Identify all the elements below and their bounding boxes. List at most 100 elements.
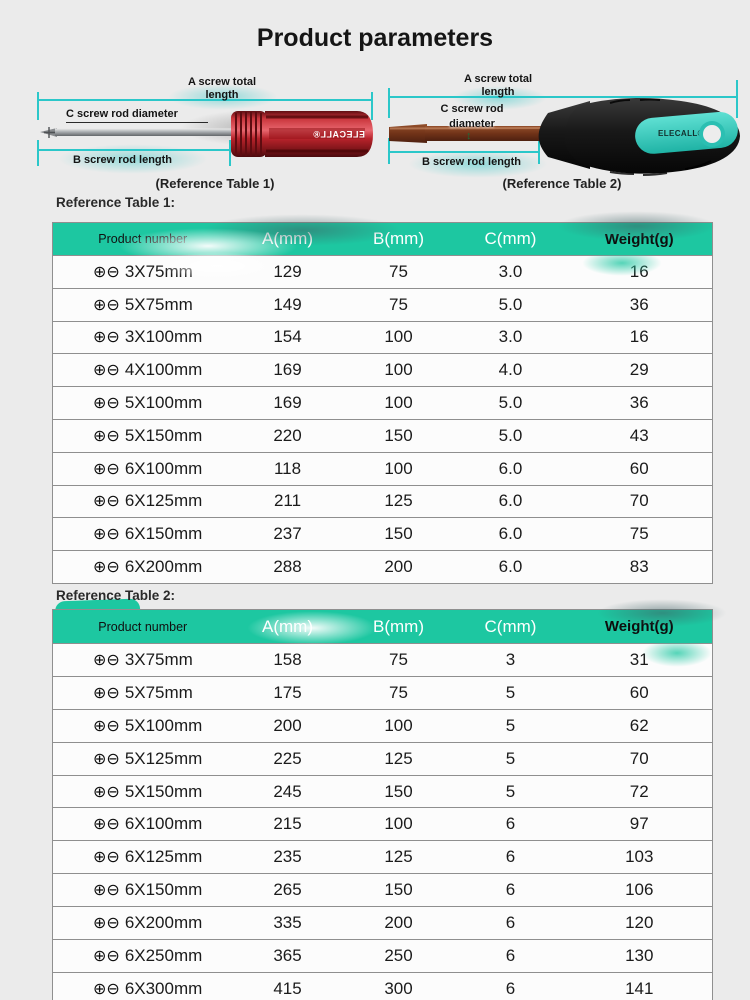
table-row: ⊕⊖ 6X125mm 211 125 6.0 70 bbox=[52, 484, 713, 518]
product-number: 5X100mm bbox=[124, 715, 203, 735]
column-header-b-mm-: B(mm) bbox=[342, 222, 455, 256]
product-number: 3X100mm bbox=[124, 327, 203, 347]
column-header-c-mm-: C(mm) bbox=[454, 222, 567, 256]
value-cell: 6 bbox=[454, 840, 567, 874]
value-cell: 100 bbox=[342, 708, 455, 743]
product-number: 6X150mm bbox=[124, 524, 203, 544]
column-header-c-mm-: C(mm) bbox=[454, 609, 567, 644]
value-cell: 36 bbox=[566, 386, 713, 420]
product-number-cell: ⊕⊖ 3X75mm bbox=[52, 255, 233, 289]
value-cell: 106 bbox=[566, 873, 713, 907]
label-b-rod-length: B screw rod length bbox=[73, 154, 173, 166]
value-cell: 225 bbox=[232, 741, 343, 776]
product-number: 6X100mm bbox=[124, 458, 203, 478]
phillips-icon: ⊕ bbox=[93, 945, 107, 965]
slotted-screwdriver-image: ELECALL® bbox=[389, 97, 740, 176]
dimension-line-b bbox=[388, 151, 540, 153]
product-number: 4X100mm bbox=[124, 360, 203, 380]
column-header-product-number: Product number bbox=[52, 609, 233, 644]
table-row: ⊕⊖ 3X75mm 129 75 3.0 16 bbox=[52, 255, 713, 289]
product-number: 5X125mm bbox=[124, 748, 203, 768]
dimension-tick bbox=[736, 80, 738, 118]
value-cell: 4.0 bbox=[454, 353, 567, 387]
value-cell: 150 bbox=[342, 517, 455, 551]
value-cell: 75 bbox=[342, 643, 455, 677]
phillips-icon: ⊕ bbox=[93, 261, 107, 281]
phillips-icon: ⊕ bbox=[93, 491, 107, 511]
column-header-a-mm-: A(mm) bbox=[232, 609, 343, 644]
table-row: ⊕⊖ 6X150mm 237 150 6.0 75 bbox=[52, 517, 713, 551]
column-header-weight-g-: Weight(g) bbox=[566, 222, 713, 256]
value-cell: 365 bbox=[232, 939, 343, 973]
label-highlight-blob bbox=[168, 84, 278, 110]
table-row: ⊕⊖ 3X75mm 158 75 3 31 bbox=[52, 643, 713, 677]
value-cell: 60 bbox=[566, 675, 713, 710]
column-header-b-mm-: B(mm) bbox=[342, 609, 455, 644]
slotted-icon: ⊖ bbox=[106, 327, 120, 347]
dimension-line-a bbox=[37, 99, 373, 101]
value-cell: 169 bbox=[232, 386, 343, 420]
label-b-rod-length: B screw rod length bbox=[422, 156, 522, 168]
value-cell: 154 bbox=[232, 320, 343, 354]
value-cell: 288 bbox=[232, 550, 343, 584]
product-number: 6X200mm bbox=[124, 913, 203, 933]
dimension-line-b bbox=[37, 149, 231, 151]
phillips-screwdriver-image: ELECALL® bbox=[40, 111, 373, 157]
product-number: 6X125mm bbox=[124, 491, 203, 511]
product-number-cell: ⊕⊖ 5X150mm bbox=[52, 418, 233, 453]
value-cell: 5.0 bbox=[454, 386, 567, 420]
slotted-icon: ⊖ bbox=[106, 715, 120, 735]
table-row: ⊕⊖ 5X150mm 220 150 5.0 43 bbox=[52, 418, 713, 453]
dimension-tick bbox=[37, 140, 39, 166]
value-cell: 200 bbox=[232, 708, 343, 743]
phillips-icon: ⊕ bbox=[93, 715, 107, 735]
value-cell: 5 bbox=[454, 741, 567, 776]
product-number-cell: ⊕⊖ 6X100mm bbox=[52, 451, 233, 486]
table-header-row: Product number A(mm) B(mm) C(mm) Weight(g) bbox=[52, 222, 713, 256]
diagram-2-caption: (Reference Table 2) bbox=[502, 176, 622, 191]
label-c-rod-diameter: C screw rod diameter bbox=[66, 108, 208, 123]
value-cell: 6 bbox=[454, 971, 567, 1000]
label-highlight-blob bbox=[452, 86, 547, 110]
product-number: 6X150mm bbox=[124, 880, 203, 900]
value-cell: 97 bbox=[566, 807, 713, 841]
value-cell: 72 bbox=[566, 774, 713, 808]
table-row: ⊕⊖ 6X200mm 288 200 6.0 83 bbox=[52, 550, 713, 584]
phillips-icon: ⊕ bbox=[93, 814, 107, 834]
reference-table-2-heading: Reference Table 2: bbox=[56, 588, 176, 603]
table-row: ⊕⊖ 4X100mm 169 100 4.0 29 bbox=[52, 353, 713, 387]
slotted-icon: ⊖ bbox=[106, 781, 120, 801]
slotted-icon: ⊖ bbox=[106, 393, 120, 413]
product-number: 6X200mm bbox=[124, 557, 203, 577]
slotted-icon: ⊖ bbox=[106, 294, 120, 314]
value-cell: 300 bbox=[342, 971, 455, 1000]
table-row: ⊕⊖ 5X100mm 169 100 5.0 36 bbox=[52, 386, 713, 420]
value-cell: 6.0 bbox=[454, 517, 567, 551]
hanging-hole bbox=[703, 125, 721, 143]
value-cell: 3.0 bbox=[454, 255, 567, 289]
value-cell: 200 bbox=[342, 550, 455, 584]
slotted-icon: ⊖ bbox=[106, 847, 120, 867]
product-number-cell: ⊕⊖ 5X75mm bbox=[52, 287, 233, 322]
value-cell: 75 bbox=[342, 255, 455, 289]
slotted-icon: ⊖ bbox=[106, 425, 120, 445]
value-cell: 6 bbox=[454, 906, 567, 940]
product-number: 3X75mm bbox=[124, 649, 193, 669]
value-cell: 3 bbox=[454, 643, 567, 677]
label-a-total-length: A screw total length bbox=[463, 73, 533, 98]
diameter-arrow-icon: ↕ bbox=[466, 130, 472, 142]
dimension-tick bbox=[388, 138, 390, 164]
value-cell: 6 bbox=[454, 873, 567, 907]
column-header-a-mm-: A(mm) bbox=[232, 222, 343, 256]
brand-text: ELECALL® bbox=[313, 130, 365, 140]
slotted-icon: ⊖ bbox=[106, 557, 120, 577]
value-cell: 75 bbox=[342, 287, 455, 322]
slotted-icon: ⊖ bbox=[106, 649, 120, 669]
value-cell: 62 bbox=[566, 708, 713, 743]
value-cell: 129 bbox=[232, 255, 343, 289]
flat-blade-tip bbox=[389, 124, 427, 143]
phillips-icon: ⊕ bbox=[93, 847, 107, 867]
value-cell: 200 bbox=[342, 906, 455, 940]
product-number: 6X125mm bbox=[124, 847, 203, 867]
dimension-tick bbox=[538, 138, 540, 164]
